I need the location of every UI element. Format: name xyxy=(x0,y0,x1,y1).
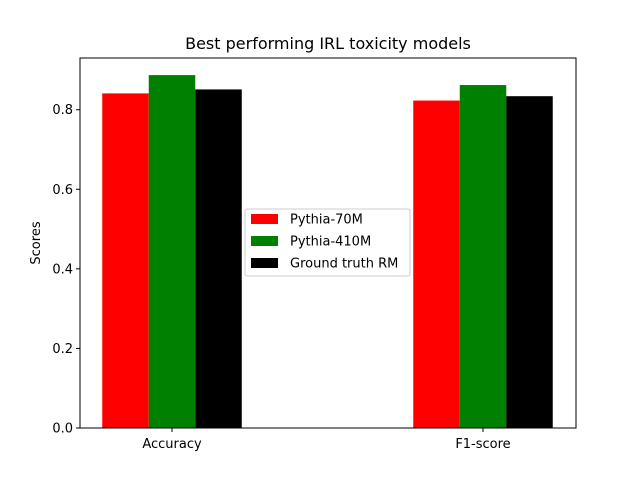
legend-swatch-pythia-70m xyxy=(251,214,278,224)
y-tick-label: 0.6 xyxy=(52,183,73,198)
legend-label: Pythia-410M xyxy=(290,235,371,250)
legend: Pythia-70M Pythia-410M Ground truth RM xyxy=(244,208,411,277)
legend-swatch-pythia-410m xyxy=(251,236,278,246)
y-tick-label: 0.4 xyxy=(52,262,73,277)
x-tick-label: Accuracy xyxy=(142,437,202,452)
y-axis-label: Scores xyxy=(29,221,44,264)
y-tick-label: 0.2 xyxy=(52,342,73,357)
bar-pythia-70m-f1-score xyxy=(413,100,460,428)
bar-ground-truth-rm-accuracy xyxy=(195,89,242,429)
y-tick-label: 0.0 xyxy=(52,422,73,437)
x-axis-ticks: Accuracy F1-score xyxy=(142,428,511,452)
bar-pythia-70m-accuracy xyxy=(102,93,149,428)
x-tick-label: F1-score xyxy=(455,437,510,452)
plot-frame xyxy=(79,57,577,429)
legend-swatch-ground-truth-rm xyxy=(251,258,278,268)
bars-group xyxy=(102,75,553,429)
legend-label: Ground truth RM xyxy=(290,257,398,272)
y-axis-ticks: 0.0 0.2 0.4 0.6 0.8 xyxy=(52,103,80,437)
legend-label: Pythia-70M xyxy=(290,213,363,228)
bar-pythia-410m-accuracy xyxy=(148,75,196,429)
bar-ground-truth-rm-f1-score xyxy=(506,96,553,428)
y-tick-label: 0.8 xyxy=(52,103,73,118)
bar-pythia-410m-f1-score xyxy=(459,85,507,429)
chart-title: Best performing IRL toxicity models xyxy=(185,34,471,53)
legend-box xyxy=(244,208,411,277)
